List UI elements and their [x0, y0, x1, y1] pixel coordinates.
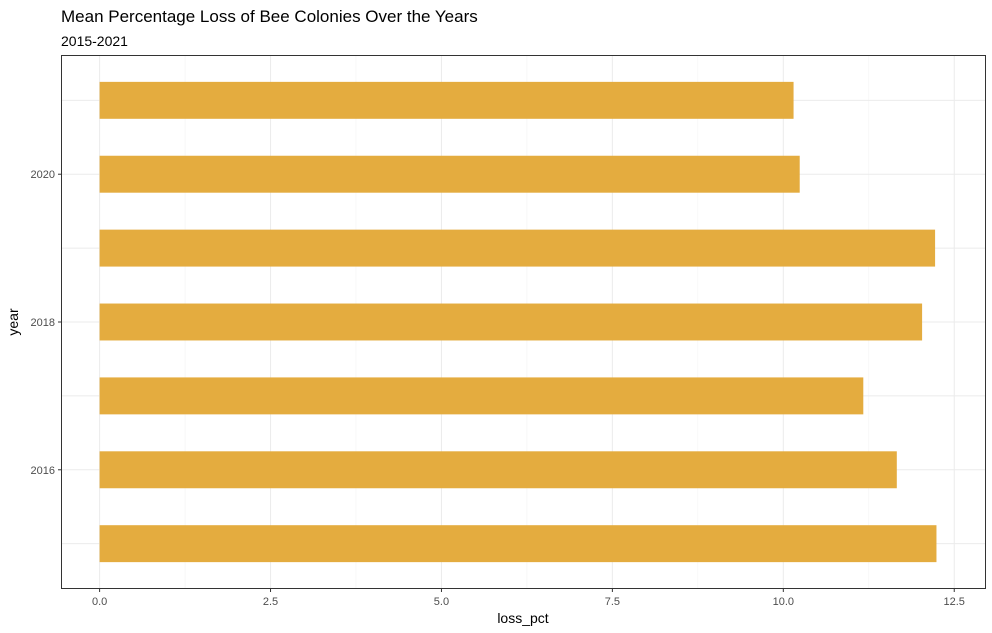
chart-subtitle: 2015-2021: [61, 33, 128, 49]
x-tick-label: 12.5: [944, 596, 965, 608]
chart-title: Mean Percentage Loss of Bee Colonies Ove…: [61, 7, 478, 26]
y-tick-label: 2016: [31, 465, 55, 477]
x-tick-label: 0.0: [92, 596, 107, 608]
bar-2015: [99, 525, 937, 563]
x-axis-title: loss_pct: [497, 610, 548, 626]
bar-2020: [99, 155, 800, 193]
bar-2016: [99, 451, 897, 489]
y-axis-title: year: [5, 308, 21, 336]
x-tick-label: 7.5: [605, 596, 620, 608]
bar-2019: [99, 229, 936, 267]
bar-2021: [99, 81, 794, 119]
bar-2018: [99, 303, 923, 341]
y-tick-label: 2020: [31, 169, 55, 181]
x-tick-label: 2.5: [263, 596, 278, 608]
axis-ticks: 0.0 2.5 5.0 7.5 10.0 12.5 2016 2018 2020: [31, 169, 965, 608]
x-tick-label: 10.0: [773, 596, 794, 608]
bars: [99, 81, 937, 563]
y-tick-label: 2018: [31, 317, 55, 329]
x-tick-label: 5.0: [434, 596, 449, 608]
bar-2017: [99, 377, 864, 415]
